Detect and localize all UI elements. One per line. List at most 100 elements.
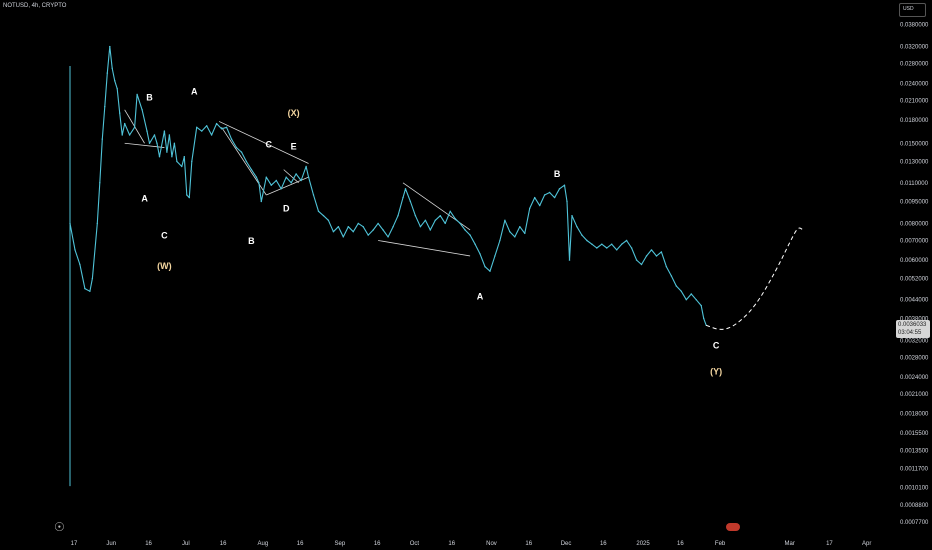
price-point bbox=[181, 165, 183, 168]
price-point bbox=[616, 249, 618, 251]
price-point bbox=[69, 222, 71, 225]
last-price: 0.0036033 bbox=[898, 322, 927, 328]
price-point bbox=[419, 226, 422, 228]
currency-badge[interactable]: USD bbox=[899, 3, 926, 17]
price-point bbox=[206, 125, 208, 127]
price-point bbox=[342, 236, 344, 238]
price-point bbox=[429, 229, 431, 231]
price-point bbox=[372, 229, 374, 231]
price-point bbox=[534, 196, 536, 199]
x-tick-label: Mar bbox=[785, 541, 795, 547]
wave-label: C bbox=[713, 341, 720, 351]
symbol-title[interactable]: NOTUSD, 4h, CRYPTO bbox=[3, 3, 67, 9]
price-point bbox=[703, 317, 705, 320]
tradingview-logo-icon[interactable]: ☉ bbox=[54, 520, 65, 534]
wave-label: B bbox=[554, 169, 561, 179]
price-point bbox=[230, 138, 233, 140]
time-axis[interactable]: 17 Jun 16 Jul 16 Aug 16 Sep 16 Oct 16 Nov 16 Dec 16 202… bbox=[71, 541, 872, 547]
flag-icon[interactable] bbox=[726, 523, 740, 531]
price-point bbox=[295, 173, 297, 175]
price-point bbox=[499, 239, 501, 242]
price-point bbox=[84, 287, 86, 290]
trendline bbox=[266, 176, 309, 196]
price-point bbox=[680, 290, 682, 292]
price-series-line bbox=[69, 46, 707, 326]
wave-label: B bbox=[146, 92, 153, 102]
price-point bbox=[539, 204, 541, 207]
price-point bbox=[307, 176, 310, 178]
y-tick-label: 0.0028000 bbox=[900, 355, 929, 361]
price-point bbox=[148, 142, 151, 144]
y-tick-label: 0.0015500 bbox=[900, 431, 929, 437]
price-point bbox=[168, 134, 171, 136]
trendline bbox=[124, 142, 165, 148]
y-tick-label: 0.0032000 bbox=[900, 338, 929, 344]
wave-label: B bbox=[248, 236, 255, 246]
price-axis[interactable]: 0.0380000 0.0320000 0.0280000 0.0240000 0.02… bbox=[900, 23, 929, 526]
x-tick-label: 16 bbox=[297, 541, 304, 547]
y-tick-label: 0.0380000 bbox=[900, 23, 929, 29]
y-tick-label: 0.0052000 bbox=[900, 276, 929, 282]
x-tick-label: 16 bbox=[525, 541, 532, 547]
price-point bbox=[250, 168, 253, 171]
price-point bbox=[186, 194, 188, 196]
annotation-layer bbox=[69, 65, 471, 487]
y-tick-label: 0.0150000 bbox=[900, 141, 929, 147]
price-point bbox=[606, 247, 608, 249]
price-point bbox=[91, 277, 94, 280]
price-point bbox=[424, 219, 427, 221]
price-point bbox=[114, 80, 116, 82]
price-point bbox=[260, 200, 262, 203]
x-tick-label: 16 bbox=[220, 541, 227, 547]
price-point bbox=[489, 270, 491, 272]
series-layer bbox=[69, 45, 804, 330]
price-point bbox=[210, 134, 213, 136]
price-point bbox=[479, 253, 481, 255]
price-point bbox=[141, 109, 143, 111]
price-point bbox=[576, 226, 578, 228]
price-point bbox=[322, 215, 325, 217]
trendline bbox=[218, 121, 309, 164]
bar-countdown: 03:04:55 bbox=[898, 330, 922, 336]
x-tick-label: 16 bbox=[600, 541, 607, 547]
price-point bbox=[474, 243, 476, 245]
y-tick-label: 0.0320000 bbox=[900, 45, 929, 51]
price-point bbox=[601, 243, 603, 245]
price-point bbox=[543, 194, 546, 196]
price-point bbox=[235, 146, 238, 149]
price-point bbox=[650, 249, 653, 251]
y-tick-label: 0.0007700 bbox=[900, 520, 929, 526]
price-point bbox=[173, 142, 176, 144]
price-point bbox=[146, 130, 148, 132]
price-point bbox=[397, 215, 399, 217]
price-point bbox=[258, 182, 260, 184]
trendline bbox=[378, 240, 471, 257]
price-point bbox=[347, 226, 349, 228]
price-point bbox=[225, 126, 228, 128]
price-point bbox=[529, 207, 531, 210]
price-point bbox=[270, 184, 272, 186]
y-tick-label: 0.0008800 bbox=[900, 503, 929, 509]
y-tick-label: 0.0095000 bbox=[900, 200, 929, 206]
x-tick-label: 17 bbox=[71, 541, 78, 547]
price-point bbox=[625, 239, 628, 242]
y-tick-label: 0.0013500 bbox=[900, 448, 929, 454]
price-point bbox=[665, 266, 668, 268]
x-tick-label: Jul bbox=[182, 541, 190, 547]
price-point bbox=[171, 156, 173, 158]
price-point bbox=[464, 229, 466, 231]
price-point bbox=[332, 231, 335, 233]
y-tick-label: 0.0038000 bbox=[900, 316, 929, 322]
price-point bbox=[220, 128, 223, 130]
price-point bbox=[494, 255, 496, 257]
price-point bbox=[362, 226, 364, 228]
x-tick-label: Apr bbox=[862, 541, 871, 547]
price-point bbox=[484, 266, 486, 268]
price-point bbox=[119, 112, 121, 114]
price-point bbox=[439, 215, 441, 217]
price-point bbox=[176, 160, 178, 163]
price-point bbox=[312, 194, 315, 196]
price-point bbox=[74, 249, 76, 251]
price-point bbox=[158, 156, 161, 158]
